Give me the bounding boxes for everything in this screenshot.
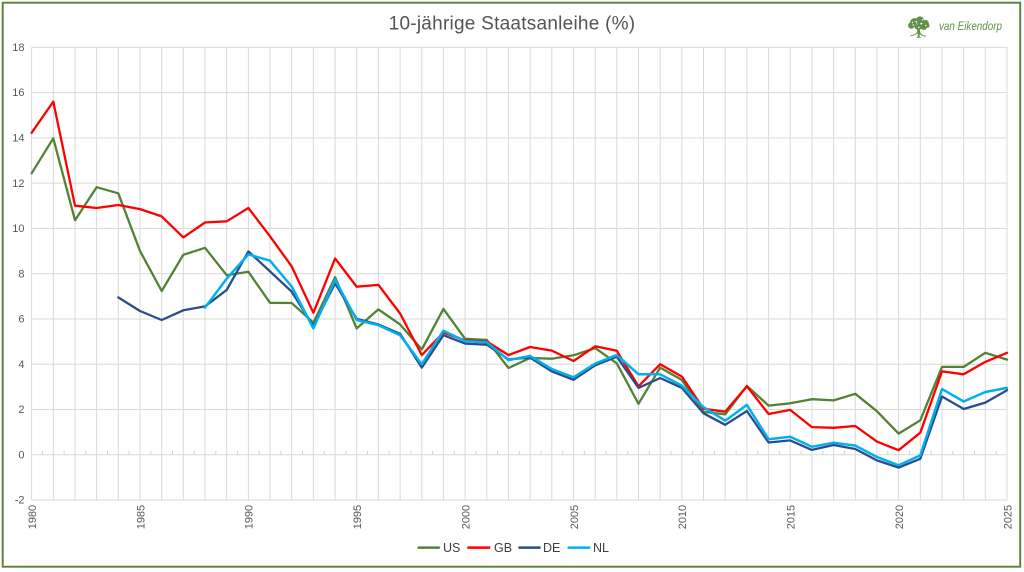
svg-text:2025: 2025 [1002, 505, 1014, 529]
svg-text:10-jährige Staatsanleihe (%): 10-jährige Staatsanleihe (%) [389, 14, 636, 35]
svg-text:16: 16 [12, 87, 24, 99]
svg-text:1980: 1980 [27, 505, 39, 529]
svg-text:0: 0 [18, 449, 24, 461]
svg-text:1985: 1985 [135, 505, 147, 529]
svg-text:van Eikendorp: van Eikendorp [939, 19, 1002, 33]
svg-text:DE: DE [543, 541, 560, 555]
svg-text:2010: 2010 [677, 505, 689, 529]
svg-text:1995: 1995 [352, 505, 364, 529]
svg-text:6: 6 [18, 314, 24, 326]
svg-text:GB: GB [494, 541, 512, 555]
svg-text:2015: 2015 [786, 505, 798, 529]
svg-text:2020: 2020 [894, 505, 906, 529]
svg-text:18: 18 [12, 42, 24, 54]
svg-text:1990: 1990 [244, 505, 256, 529]
svg-text:NL: NL [593, 541, 609, 555]
svg-text:2005: 2005 [569, 505, 581, 529]
svg-text:-2: -2 [15, 495, 25, 507]
svg-text:2: 2 [18, 404, 24, 416]
svg-text:10: 10 [12, 223, 24, 235]
svg-text:12: 12 [12, 178, 24, 190]
svg-text:14: 14 [12, 132, 24, 144]
svg-text:8: 8 [18, 268, 24, 280]
svg-text:2000: 2000 [460, 505, 472, 529]
svg-text:US: US [443, 541, 460, 555]
svg-text:4: 4 [18, 359, 24, 371]
